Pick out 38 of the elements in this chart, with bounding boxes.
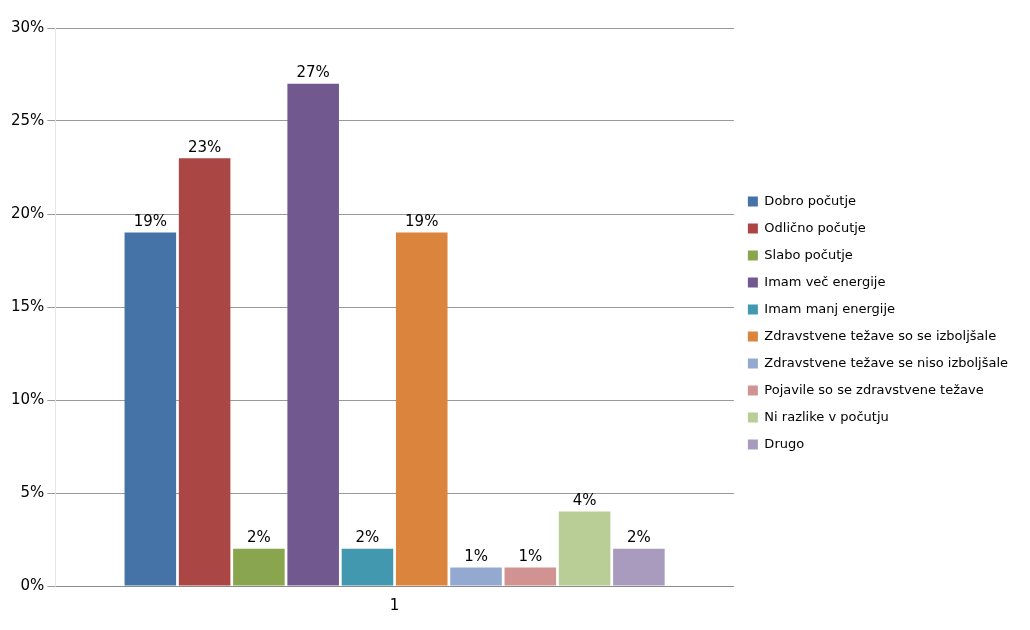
legend-label: Drugo bbox=[764, 435, 805, 451]
bar bbox=[124, 232, 177, 586]
data-label: 2% bbox=[626, 528, 651, 547]
data-label: 1% bbox=[464, 546, 488, 565]
legend-label: Zdravstvene težave se niso izboljšale bbox=[764, 354, 1009, 370]
data-label: 4% bbox=[572, 490, 597, 509]
legend-label: Slabo počutje bbox=[764, 246, 853, 262]
legend-label: Imam manj energije bbox=[764, 300, 896, 316]
y-tick-label: 0% bbox=[20, 575, 45, 594]
legend-label: Dobro počutje bbox=[764, 192, 857, 208]
data-label: 2% bbox=[247, 528, 271, 547]
legend-label: Odlično počutje bbox=[764, 219, 866, 235]
y-tick-label: 5% bbox=[20, 482, 45, 501]
data-label: 19% bbox=[133, 211, 168, 230]
bar bbox=[613, 548, 665, 586]
bar bbox=[178, 158, 231, 586]
y-tick-label: 10% bbox=[11, 389, 45, 408]
bar bbox=[395, 232, 448, 586]
legend-label: Pojavile so se zdravstvene težave bbox=[764, 381, 984, 397]
bar bbox=[287, 83, 339, 586]
legend-label: Ni razlike v počutju bbox=[764, 408, 889, 424]
bar bbox=[450, 567, 502, 586]
bar bbox=[504, 567, 557, 586]
bar bbox=[233, 548, 285, 586]
legend-label: Imam več energije bbox=[764, 273, 886, 289]
data-label: 1% bbox=[518, 546, 543, 565]
x-tick-label: 1 bbox=[389, 595, 400, 614]
data-label: 27% bbox=[296, 63, 330, 82]
y-tick-label: 15% bbox=[11, 296, 45, 315]
y-tick-label: 30% bbox=[11, 17, 45, 36]
y-tick-label: 25% bbox=[11, 110, 45, 129]
y-tick-label: 20% bbox=[11, 203, 45, 222]
data-label: 19% bbox=[405, 211, 439, 230]
bar bbox=[341, 548, 394, 586]
legend-label: Zdravstvene težave so se izboljšale bbox=[764, 327, 997, 343]
data-label: 23% bbox=[187, 137, 222, 156]
bar bbox=[558, 511, 611, 586]
data-label: 2% bbox=[355, 528, 380, 547]
